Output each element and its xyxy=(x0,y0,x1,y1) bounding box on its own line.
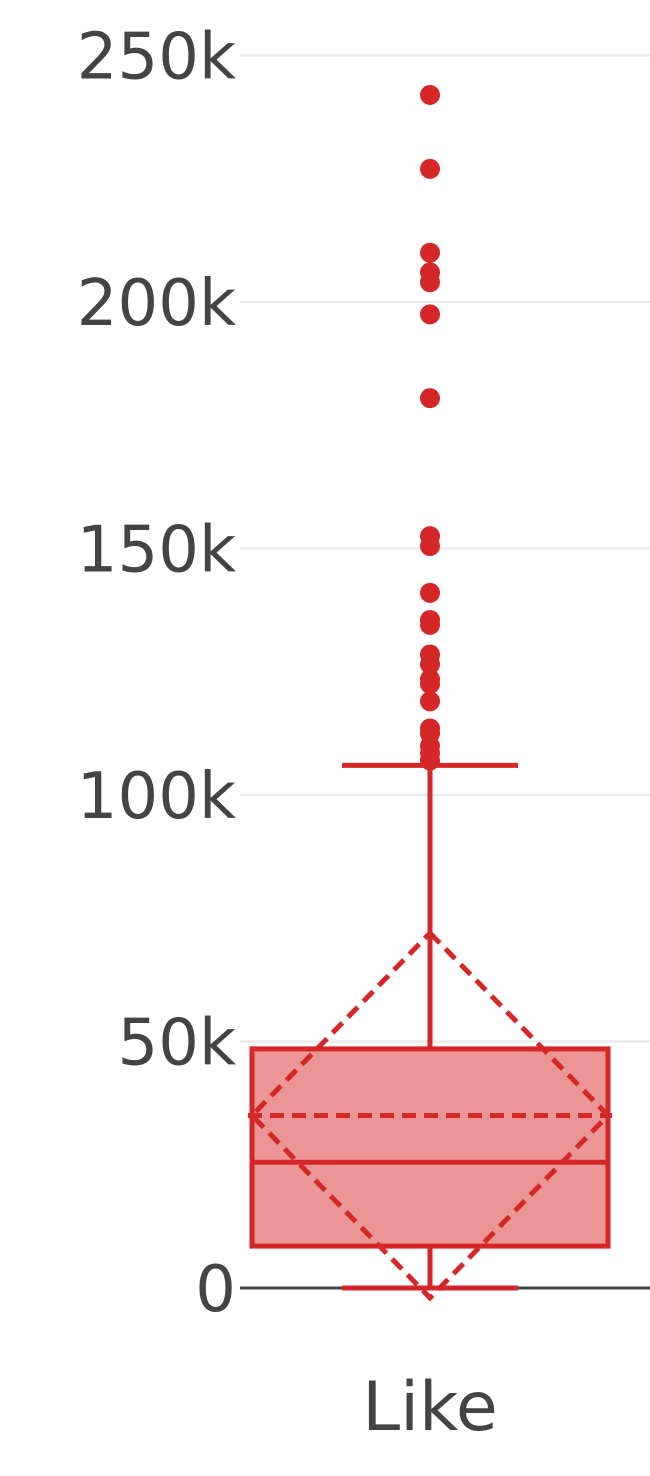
y-tick-label: 250k xyxy=(77,21,236,95)
y-tick-label: 0 xyxy=(195,1253,236,1327)
grid-lines xyxy=(240,54,650,1290)
outlier-point xyxy=(420,242,440,263)
outlier-point xyxy=(420,674,440,695)
outlier-point xyxy=(420,536,440,557)
outlier-point xyxy=(420,304,440,325)
y-tick-label: 150k xyxy=(77,514,236,588)
outlier-point xyxy=(420,272,440,293)
outlier-point xyxy=(420,582,440,603)
y-axis-ticks: 0 50k 100k 150k 200k 250k xyxy=(77,21,236,1328)
outlier-point xyxy=(420,691,440,712)
y-tick-label: 200k xyxy=(77,267,236,341)
outlier-point xyxy=(420,614,440,635)
y-tick-label: 50k xyxy=(118,1007,237,1081)
x-tick-label: Like xyxy=(362,1368,498,1447)
outlier-point xyxy=(420,750,440,771)
outlier-point xyxy=(420,654,440,675)
sd-diamond xyxy=(248,929,612,1302)
x-axis-ticks: Like xyxy=(362,1368,498,1447)
outlier-point xyxy=(420,388,440,409)
box-trace xyxy=(248,762,612,1302)
outlier-point xyxy=(420,158,440,179)
y-tick-label: 100k xyxy=(77,760,236,834)
interquartile-box xyxy=(249,1046,611,1249)
outlier-point xyxy=(420,84,440,105)
outlier-points xyxy=(420,84,440,771)
